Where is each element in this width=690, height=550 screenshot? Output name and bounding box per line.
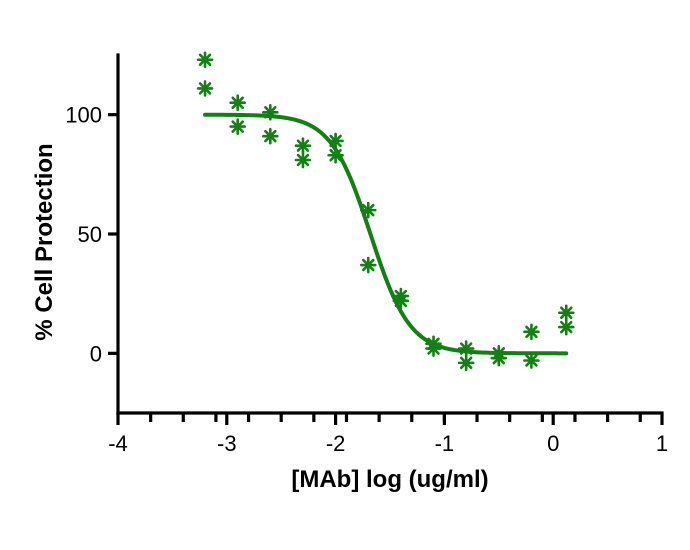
marker-stroke <box>492 351 506 365</box>
x-axis-title: [MAb] log (ug/ml) <box>291 466 488 493</box>
data-points <box>196 51 575 372</box>
data-point <box>327 146 344 164</box>
data-point <box>457 340 475 357</box>
marker-stroke <box>560 320 573 334</box>
data-point <box>262 103 279 121</box>
marker-stroke <box>361 203 375 217</box>
data-point <box>457 354 475 372</box>
x-tick-label: -4 <box>108 431 128 456</box>
marker-stroke <box>560 306 573 320</box>
data-point <box>490 349 508 367</box>
data-point <box>262 127 279 145</box>
x-tick-label: 0 <box>547 431 559 456</box>
data-point <box>196 51 214 69</box>
marker-stroke <box>459 356 473 370</box>
data-point <box>229 94 246 112</box>
data-point <box>196 80 214 97</box>
marker-stroke <box>329 148 342 162</box>
data-point <box>294 137 312 154</box>
data-point <box>359 256 377 274</box>
marker-stroke <box>231 96 244 109</box>
x-tick-label: -3 <box>217 431 237 456</box>
y-tick-label: 0 <box>90 341 102 366</box>
marker-stroke <box>525 354 538 367</box>
marker-stroke <box>296 153 310 167</box>
data-point <box>523 323 540 341</box>
marker-stroke <box>361 258 375 272</box>
y-tick-label: 100 <box>65 103 102 128</box>
marker-stroke <box>264 129 277 143</box>
marker-stroke <box>296 139 310 152</box>
y-axis-title: % Cell Protection <box>31 143 58 340</box>
y-tick-label: 50 <box>78 222 102 247</box>
x-tick-label: 1 <box>656 431 668 456</box>
marker-stroke <box>264 106 277 119</box>
fit-curve-group <box>203 112 569 356</box>
data-point <box>229 118 246 135</box>
data-point <box>294 151 312 169</box>
data-point <box>392 292 410 310</box>
data-point <box>523 352 540 369</box>
data-point <box>425 340 442 357</box>
marker-stroke <box>525 325 538 339</box>
data-point <box>359 201 377 219</box>
x-axis: -4 -3 -2 -1 0 1 <box>108 411 668 456</box>
marker-stroke <box>459 342 473 355</box>
data-point <box>557 304 575 322</box>
data-point <box>557 318 575 336</box>
marker-stroke <box>198 82 212 95</box>
marker-stroke <box>329 134 342 148</box>
data-point <box>327 132 344 150</box>
x-tick-label: -1 <box>435 431 455 456</box>
fit-curve <box>203 112 569 356</box>
marker-stroke <box>394 294 408 308</box>
x-tick-label: -2 <box>326 431 346 456</box>
marker-stroke <box>427 342 440 355</box>
marker-stroke <box>198 53 212 67</box>
marker-stroke <box>231 120 244 133</box>
y-axis: 0 50 100 <box>65 53 120 415</box>
